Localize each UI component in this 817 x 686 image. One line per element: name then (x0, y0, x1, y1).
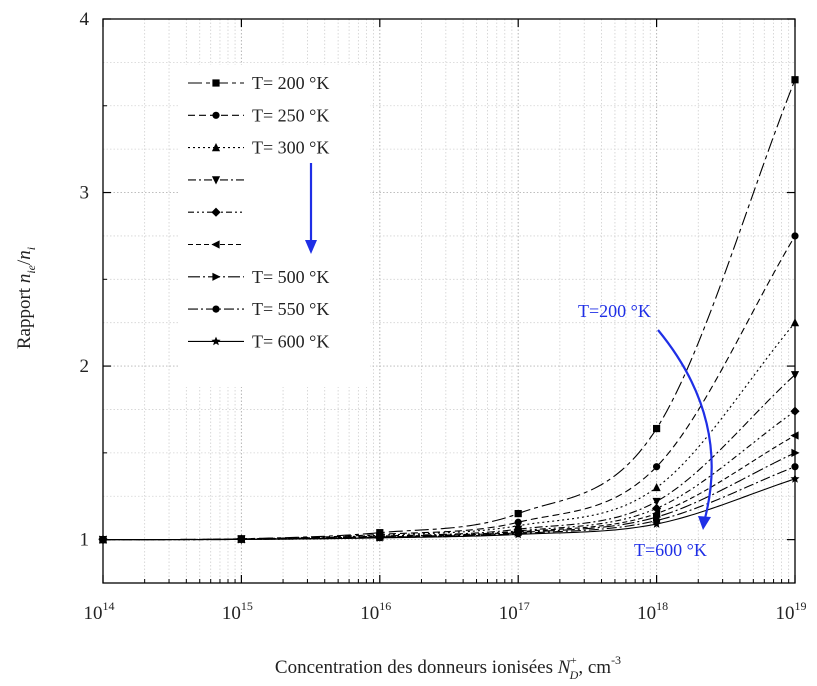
plot-frame (102, 18, 796, 584)
y-tick-label: 3 (80, 183, 90, 204)
data-point (513, 529, 523, 539)
series-5 (98, 406, 800, 545)
data-point (652, 497, 661, 507)
x-tick-label: 1016 (360, 599, 391, 624)
legend-item: T= 300 °K (188, 138, 329, 158)
data-point (514, 509, 522, 518)
y-tick-label: 4 (80, 9, 90, 30)
legend-item: T= 500 °K (188, 267, 329, 287)
series-line (102, 466, 796, 541)
series-lines (98, 76, 800, 545)
legend-item (188, 176, 244, 185)
data-point (375, 533, 385, 542)
legend-marker (211, 240, 220, 249)
axes: 1014 1015 1016 1017 1018 1019 1 2 3 4 (80, 9, 807, 624)
y-tick-label: 2 (80, 356, 90, 377)
annotation-bottom-label: T=600 °K (634, 540, 707, 560)
x-tick-label: 1018 (637, 599, 668, 624)
legend-label: T= 550 °K (252, 299, 329, 319)
legend-label: T= 500 °K (252, 267, 329, 287)
legend-marker (211, 143, 221, 152)
x-tick-label: 1017 (499, 599, 530, 624)
legend-item: T= 550 °K (188, 299, 329, 319)
x-tick-label: 1014 (84, 599, 115, 624)
legend-item: T= 250 °K (188, 105, 329, 125)
legend-marker (211, 207, 221, 217)
data-point (653, 424, 661, 433)
temperature-curved-arrow (657, 329, 713, 523)
series-line (102, 478, 796, 541)
data-point (652, 519, 662, 528)
y-axis-label: Rapport nie/ni (14, 247, 38, 349)
legend-marker (212, 111, 220, 119)
data-point (652, 482, 661, 492)
legend-label: T= 300 °K (252, 138, 329, 158)
legend-label: T= 200 °K (252, 73, 329, 93)
data-point (653, 463, 661, 471)
temperature-arrow-annotation: T=200 °K T=600 °K (578, 301, 713, 560)
legend-item: T= 200 °K (188, 73, 329, 93)
x-axis-label: Concentration des donneurs ionisées N+ D,… (275, 653, 621, 682)
series-4 (98, 371, 800, 545)
legend-down-arrow (305, 163, 317, 254)
legend-down-arrowhead (305, 240, 317, 254)
series-line (102, 410, 796, 541)
legend-background (180, 65, 370, 387)
legend: T= 200 °K T= 250 °K T= 300 °K T= 500 °K T= 5… (180, 65, 370, 387)
annotation-top-label: T=200 °K (578, 301, 651, 321)
legend-label: T= 600 °K (252, 331, 329, 351)
data-point (652, 503, 662, 513)
legend-marker (212, 305, 220, 313)
legend-item (188, 207, 244, 217)
legend-item (188, 240, 244, 249)
data-point (236, 534, 246, 544)
legend-marker (211, 336, 221, 346)
legend-label: T= 250 °K (252, 105, 329, 125)
x-tick-label: 1015 (222, 599, 253, 624)
legend-item: T= 600 °K (188, 331, 329, 351)
legend-marker (212, 79, 220, 87)
legend-marker (211, 176, 221, 185)
legend-marker (212, 272, 221, 281)
y-tick-label: 1 (80, 530, 90, 551)
series-line (102, 435, 796, 541)
temperature-curved-arrowhead (698, 516, 711, 530)
x-tick-label: 1019 (776, 599, 807, 624)
